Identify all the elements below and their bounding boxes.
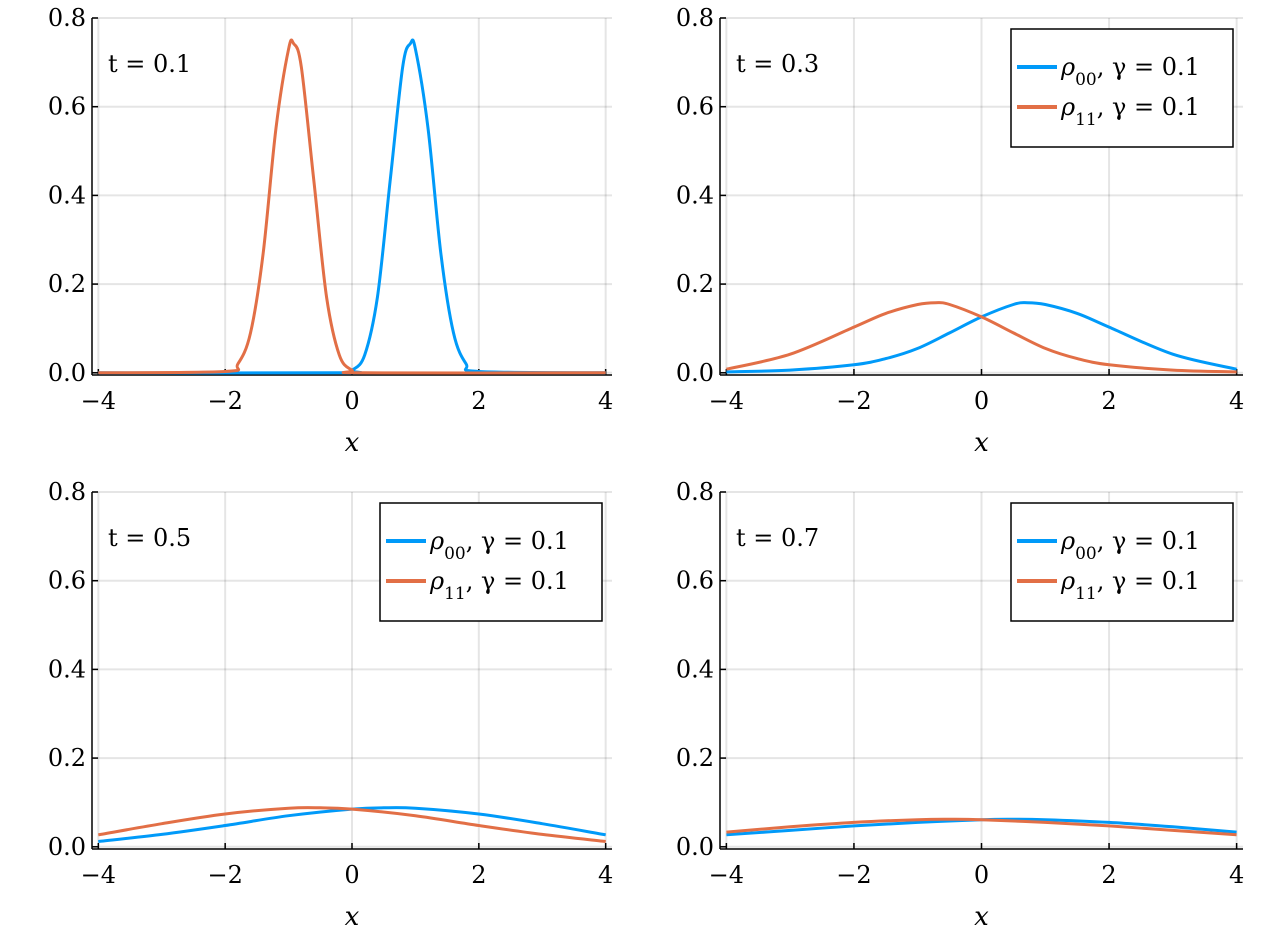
x-tick-label: −2 bbox=[836, 387, 871, 415]
y-tick-label: 0.4 bbox=[676, 655, 714, 683]
y-tick-label: 0.2 bbox=[676, 744, 714, 772]
x-tick-label: 4 bbox=[598, 861, 613, 889]
y-tick-label: 0.8 bbox=[48, 4, 86, 32]
y-tick-label: 0.0 bbox=[676, 833, 714, 861]
legend-label: ρ11, γ = 0.1 bbox=[1060, 567, 1200, 604]
legend-label: ρ00, γ = 0.1 bbox=[1060, 527, 1200, 564]
x-tick-label: 0 bbox=[344, 861, 359, 889]
x-tick-label: 0 bbox=[974, 861, 989, 889]
legend-box bbox=[379, 502, 603, 622]
legend-label: ρ00, γ = 0.1 bbox=[429, 527, 569, 564]
x-tick-label: 2 bbox=[1101, 387, 1116, 415]
legend-box bbox=[1010, 28, 1234, 148]
y-tick-label: 0.2 bbox=[676, 270, 714, 298]
x-tick-label: 0 bbox=[974, 387, 989, 415]
legend-label: ρ11, γ = 0.1 bbox=[429, 567, 569, 604]
x-tick-label: −2 bbox=[207, 861, 242, 889]
time-annotation: t = 0.3 bbox=[736, 50, 819, 78]
y-tick-label: 0.6 bbox=[676, 567, 714, 595]
y-tick-label: 0.0 bbox=[48, 833, 86, 861]
x-tick-label: −4 bbox=[709, 387, 744, 415]
y-tick-label: 0.8 bbox=[676, 4, 714, 32]
y-tick-label: 0.6 bbox=[676, 93, 714, 121]
y-tick-label: 0.4 bbox=[676, 181, 714, 209]
y-tick-label: 0.8 bbox=[676, 478, 714, 506]
x-axis-label: x bbox=[345, 902, 360, 932]
subplot-4: −4 −2 0 2 4 0.0 0.2 0.4 0.6 0.8 x t = 0.7 ρ00, γ = 0… bbox=[676, 478, 1244, 932]
x-tick-label: 2 bbox=[1101, 861, 1116, 889]
subplot-1: −4 −2 0 2 4 0.0 0.2 0.4 0.6 0.8 x t = 0.1 bbox=[48, 4, 613, 458]
time-annotation: t = 0.5 bbox=[108, 524, 191, 552]
x-axis-label: x bbox=[974, 428, 989, 458]
x-tick-label: 2 bbox=[471, 387, 486, 415]
x-tick-label: 0 bbox=[344, 387, 359, 415]
y-tick-label: 0.2 bbox=[48, 744, 86, 772]
x-tick-label: −4 bbox=[709, 861, 744, 889]
y-tick-label: 0.6 bbox=[48, 567, 86, 595]
series-line-rho11 bbox=[98, 806, 606, 843]
x-axis-label: x bbox=[345, 428, 360, 458]
x-tick-label: 2 bbox=[471, 861, 486, 889]
time-annotation: t = 0.1 bbox=[108, 50, 191, 78]
subplot-3: −4 −2 0 2 4 0.0 0.2 0.4 0.6 0.8 x t = 0.5 ρ00, γ = 0… bbox=[48, 478, 613, 932]
x-tick-label: 4 bbox=[1229, 861, 1244, 889]
time-annotation: t = 0.7 bbox=[736, 524, 819, 552]
x-tick-label: −2 bbox=[207, 387, 242, 415]
subplot-2: −4 −2 0 2 4 0.0 0.2 0.4 0.6 0.8 x t = 0.3 ρ00, γ = 0… bbox=[676, 4, 1244, 458]
x-axis-label: x bbox=[974, 902, 989, 932]
y-tick-label: 0.0 bbox=[48, 359, 86, 387]
x-tick-label: 4 bbox=[1229, 387, 1244, 415]
y-tick-label: 0.4 bbox=[48, 181, 86, 209]
y-tick-label: 0.8 bbox=[48, 478, 86, 506]
series-line-rho11 bbox=[98, 38, 606, 375]
legend-label: ρ00, γ = 0.1 bbox=[1060, 53, 1200, 90]
x-tick-label: −4 bbox=[81, 387, 116, 415]
x-tick-label: −2 bbox=[836, 861, 871, 889]
y-tick-label: 0.2 bbox=[48, 270, 86, 298]
y-tick-label: 0.0 bbox=[676, 359, 714, 387]
y-tick-label: 0.4 bbox=[48, 655, 86, 683]
x-tick-label: 4 bbox=[598, 387, 613, 415]
y-tick-label: 0.6 bbox=[48, 93, 86, 121]
series-line-rho00 bbox=[726, 301, 1237, 374]
series-line-rho11 bbox=[726, 301, 1237, 374]
legend-box bbox=[1010, 502, 1234, 622]
series-line-rho11 bbox=[726, 817, 1237, 837]
series-line-rho00 bbox=[98, 806, 606, 843]
x-tick-label: −4 bbox=[81, 861, 116, 889]
legend-label: ρ11, γ = 0.1 bbox=[1060, 93, 1200, 130]
